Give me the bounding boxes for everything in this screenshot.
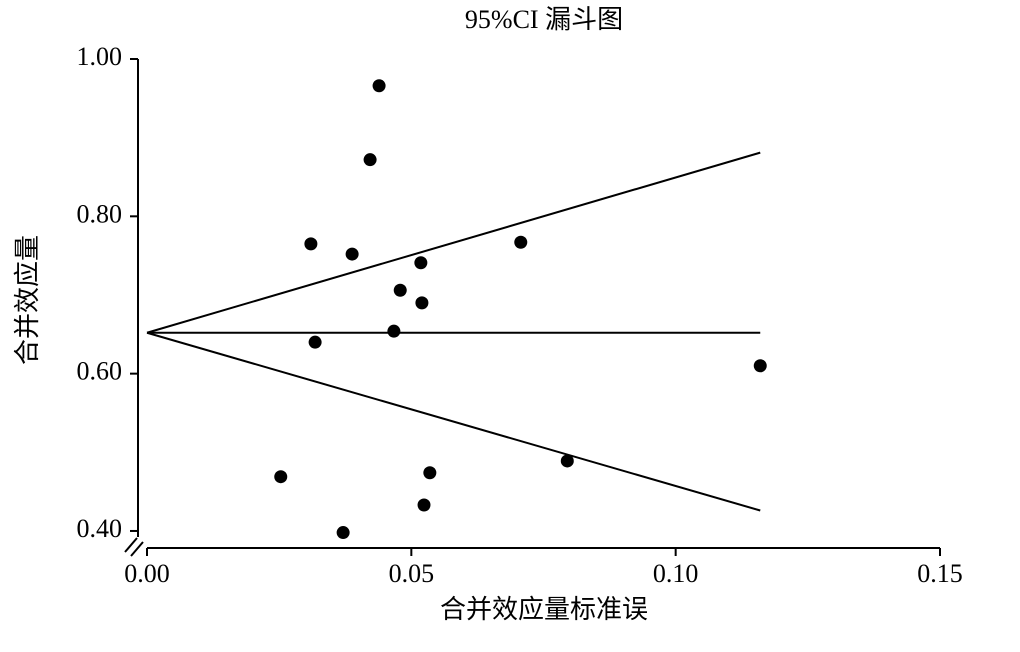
y-tick-label: 0.40 xyxy=(77,514,123,543)
funnel-line xyxy=(146,331,761,512)
x-tick-label: 0.05 xyxy=(389,559,435,588)
x-tick-label: 0.10 xyxy=(653,559,699,588)
point xyxy=(560,454,574,468)
point xyxy=(414,256,428,270)
y-tick-label: 0.60 xyxy=(77,357,123,386)
y-tick-label: 1.00 xyxy=(77,42,123,71)
funnel-line xyxy=(146,151,761,334)
point xyxy=(393,283,407,297)
x-tick-label: 0.00 xyxy=(124,559,170,588)
x-axis-label: 合并效应量标准误 xyxy=(440,595,648,624)
x-tick-label: 0.15 xyxy=(917,559,963,588)
point xyxy=(387,324,401,338)
axis-break xyxy=(124,537,138,553)
point xyxy=(372,79,386,93)
point xyxy=(304,237,318,251)
point xyxy=(274,470,288,484)
point xyxy=(753,359,767,373)
point xyxy=(417,498,431,512)
y-tick-label: 0.80 xyxy=(77,199,123,228)
point xyxy=(336,526,350,540)
point xyxy=(345,247,359,261)
point xyxy=(308,335,322,349)
point xyxy=(514,235,528,249)
chart-title: 95%CI 漏斗图 xyxy=(465,5,623,34)
point xyxy=(423,466,437,480)
y-axis-label: 合并效应量 xyxy=(13,235,42,365)
axis-break xyxy=(130,541,144,557)
point xyxy=(415,296,429,310)
point xyxy=(363,153,377,167)
